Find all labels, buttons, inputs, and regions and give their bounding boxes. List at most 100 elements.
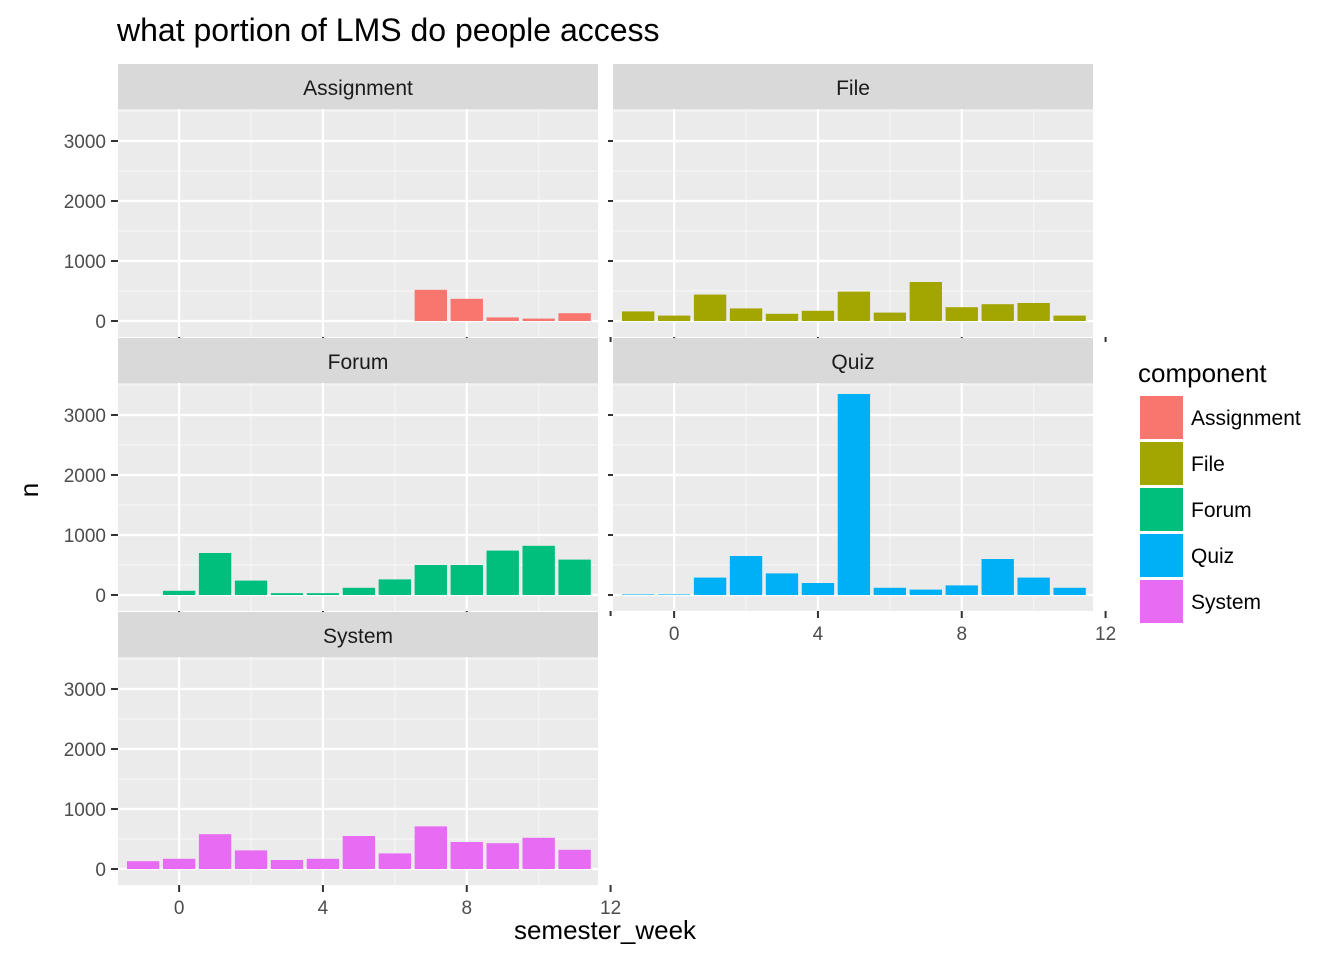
bar-quiz-week-4 [801, 583, 835, 595]
bar-forum-week-3 [270, 593, 304, 595]
bar-system-week-3 [270, 860, 304, 869]
bar-file-week-11 [1053, 315, 1086, 321]
bar-quiz-week-3 [765, 573, 799, 595]
facet-panel-system: System 0 1000 2000 3000 0 4 8 12 [64, 612, 621, 919]
legend-item-assignment: Assignment [1140, 396, 1301, 439]
bar-system-week--1 [126, 861, 160, 869]
bar-quiz-week-5 [837, 394, 871, 595]
bar-quiz-week-1 [693, 577, 727, 595]
facet-strip [118, 612, 598, 657]
legend-swatch [1140, 396, 1183, 439]
bar-quiz-week-8 [945, 585, 978, 595]
legend-swatch [1140, 580, 1183, 623]
bar-file-week-10 [1017, 303, 1050, 321]
x-tick-label: 12 [1095, 624, 1116, 645]
x-tick-label: 4 [813, 624, 824, 645]
legend: Assignment File Forum Quiz System [1140, 396, 1301, 623]
bar-file-week-5 [837, 291, 871, 321]
bar-assignment-week-7 [414, 289, 447, 321]
y-tick-label: 0 [95, 312, 106, 333]
bar-file-week-2 [729, 308, 763, 321]
bar-system-week-5 [342, 836, 376, 869]
y-tick-label: 2000 [64, 466, 106, 487]
facet-panel-quiz: Quiz 0 4 8 12 [608, 338, 1116, 645]
facet-strip-label: File [836, 77, 870, 100]
bar-forum-week-7 [414, 565, 447, 595]
y-tick-label: 3000 [64, 132, 106, 153]
legend-swatch [1140, 488, 1183, 531]
bar-forum-week-0 [162, 590, 196, 595]
facet-panel-forum: Forum 0 1000 2000 3000 [64, 338, 612, 616]
bar-system-week-11 [558, 849, 591, 869]
bar-system-week-1 [198, 834, 232, 869]
bar-file-week-6 [873, 312, 907, 321]
bar-forum-week-5 [342, 587, 376, 595]
bar-assignment-week-9 [486, 317, 519, 321]
bar-forum-week-6 [378, 579, 412, 595]
x-tick-label: 4 [318, 898, 329, 919]
legend-swatch [1140, 442, 1183, 485]
bar-forum-week-11 [558, 559, 591, 595]
bar-forum-week-4 [306, 593, 340, 595]
bar-system-week-10 [522, 837, 555, 869]
legend-swatch [1140, 534, 1183, 577]
panel-background [118, 109, 598, 337]
bar-file-week-7 [909, 282, 942, 321]
bar-file-week-9 [981, 304, 1014, 321]
bar-system-week-2 [234, 850, 268, 869]
legend-label: Forum [1191, 499, 1252, 522]
legend-label: File [1191, 453, 1225, 476]
bar-quiz-week-11 [1053, 587, 1086, 595]
bar-file-week-1 [693, 294, 727, 321]
bar-forum-week-8 [450, 565, 483, 595]
bar-quiz-week-6 [873, 587, 907, 595]
x-tick-label: 8 [461, 898, 472, 919]
bar-file-week-4 [801, 310, 835, 321]
bar-quiz-week-10 [1017, 577, 1050, 595]
bar-quiz-week-7 [909, 589, 942, 595]
bar-quiz-week-9 [981, 559, 1014, 595]
bar-assignment-week-10 [522, 318, 555, 321]
legend-item-system: System [1140, 580, 1261, 623]
bar-file-week-3 [765, 313, 799, 321]
legend-item-file: File [1140, 442, 1225, 485]
facet-strip-label: Forum [328, 351, 389, 374]
legend-item-forum: Forum [1140, 488, 1252, 531]
bar-system-week-8 [450, 842, 483, 869]
legend-label: Assignment [1191, 407, 1301, 430]
facet-panel-file: File [608, 64, 1107, 342]
bar-file-week--1 [621, 311, 655, 321]
bar-system-week-7 [414, 826, 447, 869]
facet-strip-label: System [323, 625, 393, 648]
bar-quiz-week-0 [657, 594, 691, 595]
bar-system-week-6 [378, 853, 412, 869]
x-tick-label: 8 [956, 624, 967, 645]
facet-panel-assignment: Assignment 0 1000 2000 3000 [64, 64, 612, 342]
bar-forum-week-2 [234, 580, 268, 595]
bar-assignment-week-8 [450, 298, 483, 321]
y-tick-label: 2000 [64, 740, 106, 761]
bar-system-week-0 [162, 858, 196, 869]
bar-file-week-8 [945, 307, 978, 321]
y-tick-label: 1000 [64, 800, 106, 821]
bar-assignment-week-11 [558, 313, 591, 321]
legend-item-quiz: Quiz [1140, 534, 1234, 577]
x-tick-label: 0 [669, 624, 680, 645]
legend-label: System [1191, 591, 1261, 614]
y-tick-label: 2000 [64, 192, 106, 213]
bar-system-week-4 [306, 858, 340, 869]
bar-quiz-week-2 [729, 556, 763, 595]
y-tick-label: 1000 [64, 526, 106, 547]
legend-title: component [1138, 358, 1267, 388]
legend-label: Quiz [1191, 545, 1234, 568]
facet-panels: Assignment 0 1000 2000 3000 File Forum 0 1000 200… [64, 64, 1116, 919]
bar-quiz-week--1 [621, 594, 655, 595]
facet-strip [118, 64, 598, 109]
x-axis-title: semester_week [514, 915, 697, 945]
chart-title: what portion of LMS do people access [116, 12, 660, 48]
y-tick-label: 3000 [64, 406, 106, 427]
facet-strip [613, 338, 1093, 383]
y-tick-label: 0 [95, 586, 106, 607]
facet-strip [118, 338, 598, 383]
